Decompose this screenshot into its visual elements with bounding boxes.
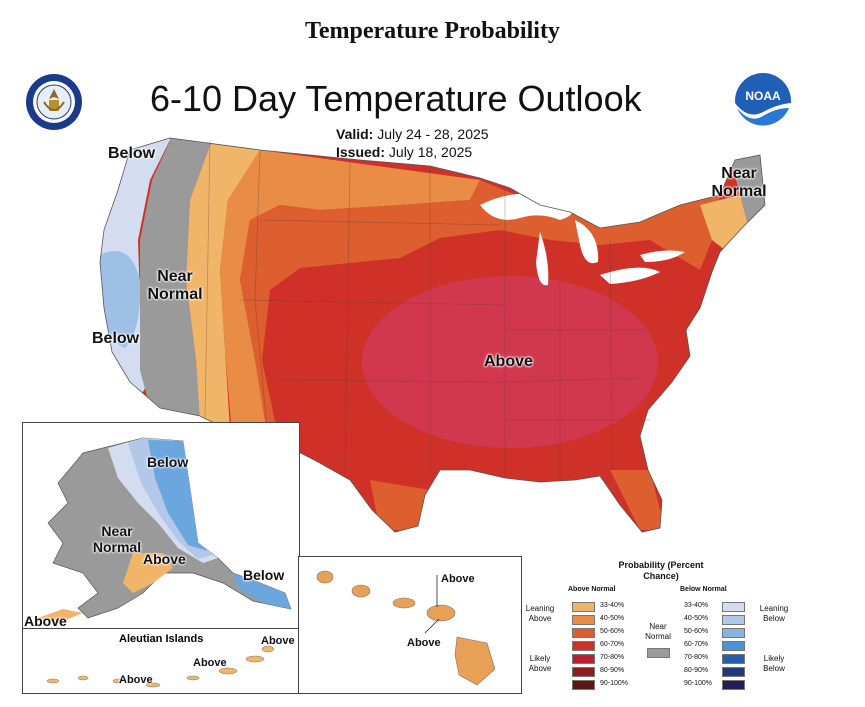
legend-above-bin-5: 70-80% — [600, 654, 625, 661]
label-near-normal-northeast: Near Normal — [711, 165, 767, 200]
legend-above-bin-4: 60-70% — [600, 641, 625, 648]
legend-below-bin-4: 60-70% — [684, 641, 709, 648]
legend-above-bin-3: 50-60% — [600, 628, 625, 635]
label-below-north: Below — [108, 145, 156, 162]
probability-legend: Probability (Percent Chance) Above Norma… — [522, 560, 800, 695]
legend-leaning-above: Leaning Above — [525, 604, 555, 623]
label-below-west: Below — [92, 330, 140, 347]
legend-below-swatch-6 — [722, 667, 745, 677]
legend-above-swatch-6 — [572, 667, 595, 677]
legend-likely-below: Likely Below — [763, 654, 785, 673]
noaa-logo: NOAA — [735, 73, 791, 130]
issued-line: Issued: July 18, 2025 — [336, 144, 472, 160]
legend-above-swatch-4 — [572, 641, 595, 651]
hawaii-inset: Above Above — [298, 556, 522, 694]
issued-label: Issued: — [336, 144, 386, 160]
hawaii-map — [316, 570, 496, 686]
label-alaska-below: Below — [147, 454, 189, 470]
legend-near-normal: Near Normal — [645, 622, 671, 641]
legend-below-header: Below Normal — [680, 586, 727, 593]
commerce-seal-logo — [26, 74, 82, 130]
alaska-map — [38, 437, 292, 623]
legend-below-bin-7: 90-100% — [684, 680, 713, 687]
label-alaska-above-center: Above — [143, 551, 186, 567]
label-alaska-near-normal: Near Normal — [92, 523, 142, 555]
valid-value: July 24 - 28, 2025 — [377, 126, 489, 142]
legend-below-bin-1: 33-40% — [684, 602, 709, 609]
label-aleutian-above-2: Above — [193, 657, 227, 669]
label-above-center: Above — [484, 353, 533, 370]
legend-above-swatch-3 — [572, 628, 595, 638]
label-aleutian-above-3: Above — [119, 674, 153, 686]
legend-below-swatch-5 — [722, 654, 745, 664]
valid-line: Valid: July 24 - 28, 2025 — [336, 126, 489, 142]
svg-text:NOAA: NOAA — [745, 89, 781, 103]
legend-above-bin-7: 90-100% — [600, 680, 629, 687]
label-hawaii-above-2: Above — [407, 637, 441, 649]
legend-likely-above: Likely Above — [528, 654, 552, 673]
label-aleutian-above-1: Above — [261, 635, 295, 647]
valid-label: Valid: — [336, 126, 374, 142]
legend-above-header: Above Normal — [568, 586, 616, 593]
label-near-normal-west: Near Normal — [147, 268, 203, 303]
legend-above-swatch-5 — [572, 654, 595, 664]
label-alaska-above-southwest: Above — [24, 613, 67, 629]
issued-value: July 18, 2025 — [388, 144, 473, 160]
label-alaska-below-southeast: Below — [243, 567, 285, 583]
legend-above-swatch-1 — [572, 602, 595, 612]
legend-below-bin-6: 80-90% — [684, 667, 709, 674]
map-title: 6-10 Day Temperature Outlook — [150, 78, 642, 119]
legend-above-swatch-7 — [572, 680, 595, 690]
legend-above-bin-1: 33-40% — [600, 602, 625, 609]
legend-below-swatch-2 — [722, 615, 745, 625]
legend-leaning-below: Leaning Below — [759, 604, 789, 623]
aleutian-title: Aleutian Islands — [119, 633, 204, 645]
page-heading: Temperature Probability — [305, 18, 560, 44]
legend-below-swatch-7 — [722, 680, 745, 690]
legend-near-normal-swatch — [647, 648, 670, 658]
legend-below-swatch-1 — [722, 602, 745, 612]
legend-above-bin-6: 80-90% — [600, 667, 625, 674]
legend-above-swatch-2 — [572, 615, 595, 625]
label-hawaii-above-1: Above — [441, 573, 475, 585]
legend-above-bin-2: 40-50% — [600, 615, 625, 622]
aleutian-inset: Aleutian Islands Above Above Above — [22, 628, 300, 694]
alaska-inset: Below Near Normal Above Below Above — [22, 422, 300, 630]
aleutian-map — [46, 645, 275, 688]
legend-below-bin-5: 70-80% — [684, 654, 709, 661]
legend-below-swatch-4 — [722, 641, 745, 651]
legend-below-bin-3: 50-60% — [684, 628, 709, 635]
legend-below-bin-2: 40-50% — [684, 615, 709, 622]
legend-below-swatch-3 — [722, 628, 745, 638]
legend-title: Probability (Percent Chance) — [618, 560, 704, 581]
